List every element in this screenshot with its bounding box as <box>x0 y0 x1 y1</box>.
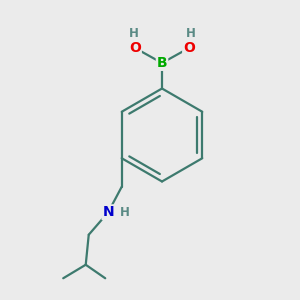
Text: H: H <box>120 206 130 219</box>
Text: O: O <box>183 41 195 55</box>
Text: B: B <box>157 56 167 70</box>
Text: H: H <box>129 27 138 40</box>
Text: N: N <box>102 205 114 219</box>
Text: H: H <box>186 27 195 40</box>
Text: O: O <box>129 41 141 55</box>
